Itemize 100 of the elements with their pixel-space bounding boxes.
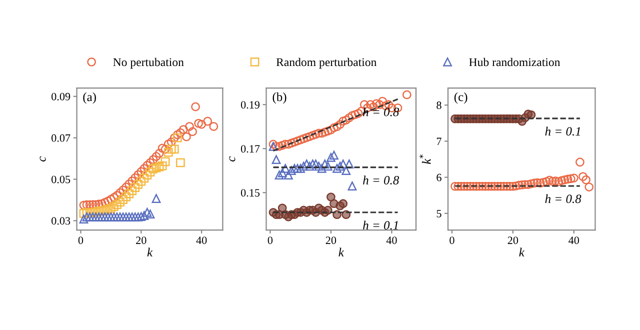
point bbox=[112, 200, 122, 209]
point bbox=[344, 160, 354, 168]
point bbox=[554, 177, 564, 186]
point bbox=[302, 133, 312, 142]
point bbox=[584, 182, 594, 192]
point bbox=[551, 176, 560, 186]
point bbox=[146, 210, 155, 219]
point bbox=[320, 128, 330, 137]
point bbox=[278, 168, 287, 178]
point bbox=[280, 140, 290, 149]
point bbox=[336, 120, 344, 129]
y-tick-label: 0.05 bbox=[52, 176, 70, 184]
legend-label: Hub randomization bbox=[469, 58, 560, 66]
point bbox=[338, 199, 348, 208]
point bbox=[311, 160, 320, 168]
point bbox=[287, 166, 296, 176]
point bbox=[91, 212, 100, 222]
point bbox=[320, 160, 330, 168]
point bbox=[82, 212, 92, 222]
point bbox=[302, 160, 312, 168]
point bbox=[134, 212, 143, 222]
point bbox=[172, 133, 182, 142]
point bbox=[348, 111, 357, 120]
point bbox=[462, 182, 472, 191]
point bbox=[179, 125, 188, 134]
annotation: h = 0.1 bbox=[545, 126, 580, 136]
x-tick-label: 40 bbox=[568, 236, 579, 244]
point bbox=[130, 183, 140, 192]
point bbox=[296, 164, 306, 173]
point bbox=[538, 178, 548, 187]
point bbox=[185, 122, 194, 131]
x-tick-label: 20 bbox=[508, 236, 518, 244]
point bbox=[582, 175, 590, 184]
point bbox=[330, 150, 338, 160]
x-tick-label: 20 bbox=[326, 236, 336, 244]
point bbox=[542, 177, 551, 186]
point bbox=[164, 148, 173, 157]
point bbox=[176, 128, 185, 138]
point bbox=[284, 170, 293, 180]
point bbox=[112, 190, 122, 200]
point bbox=[136, 167, 146, 176]
point bbox=[170, 133, 179, 142]
point bbox=[142, 160, 152, 170]
y-tick-label: 8 bbox=[436, 102, 442, 110]
point bbox=[532, 178, 542, 188]
point bbox=[154, 148, 164, 158]
point bbox=[317, 128, 326, 138]
point bbox=[85, 212, 94, 222]
point bbox=[378, 96, 388, 106]
point bbox=[118, 186, 128, 194]
point bbox=[124, 212, 134, 222]
point bbox=[311, 130, 320, 139]
point bbox=[278, 204, 287, 212]
point bbox=[520, 180, 530, 189]
y-tick-label: 0.03 bbox=[52, 217, 70, 225]
point bbox=[563, 174, 572, 184]
x-tick-label: 0 bbox=[78, 236, 84, 244]
point bbox=[280, 164, 290, 173]
point bbox=[326, 125, 336, 134]
x-axis-title: k bbox=[147, 248, 153, 256]
point bbox=[79, 214, 88, 224]
point bbox=[326, 192, 336, 202]
y-tick-label: 5 bbox=[436, 210, 442, 218]
point bbox=[170, 144, 179, 154]
point bbox=[369, 102, 378, 112]
point bbox=[484, 182, 493, 191]
point bbox=[293, 136, 302, 146]
point bbox=[308, 130, 318, 140]
point bbox=[172, 130, 182, 140]
point bbox=[136, 176, 146, 186]
point bbox=[314, 128, 324, 138]
point bbox=[348, 182, 357, 190]
point bbox=[332, 164, 342, 173]
point bbox=[493, 182, 502, 191]
point bbox=[194, 118, 203, 128]
point bbox=[472, 182, 481, 191]
point bbox=[122, 182, 130, 192]
point bbox=[112, 212, 122, 222]
y-tick-label: 0.15 bbox=[240, 189, 260, 197]
point bbox=[128, 176, 137, 186]
point bbox=[499, 182, 508, 191]
point bbox=[94, 212, 104, 222]
point bbox=[342, 166, 351, 176]
point bbox=[116, 212, 124, 222]
point bbox=[466, 182, 475, 191]
x-axis-title: k bbox=[519, 248, 525, 256]
y-tick-label: 6 bbox=[436, 174, 442, 182]
point bbox=[160, 157, 170, 166]
point bbox=[116, 198, 124, 206]
point bbox=[548, 176, 557, 186]
point bbox=[130, 173, 140, 182]
x-tick-label: 20 bbox=[136, 236, 146, 244]
point bbox=[134, 180, 143, 189]
point bbox=[508, 182, 518, 191]
point bbox=[118, 212, 128, 222]
point bbox=[148, 155, 158, 164]
point bbox=[330, 123, 338, 132]
y-tick-label: 0.09 bbox=[52, 92, 70, 100]
point bbox=[526, 179, 536, 188]
point bbox=[323, 162, 332, 171]
